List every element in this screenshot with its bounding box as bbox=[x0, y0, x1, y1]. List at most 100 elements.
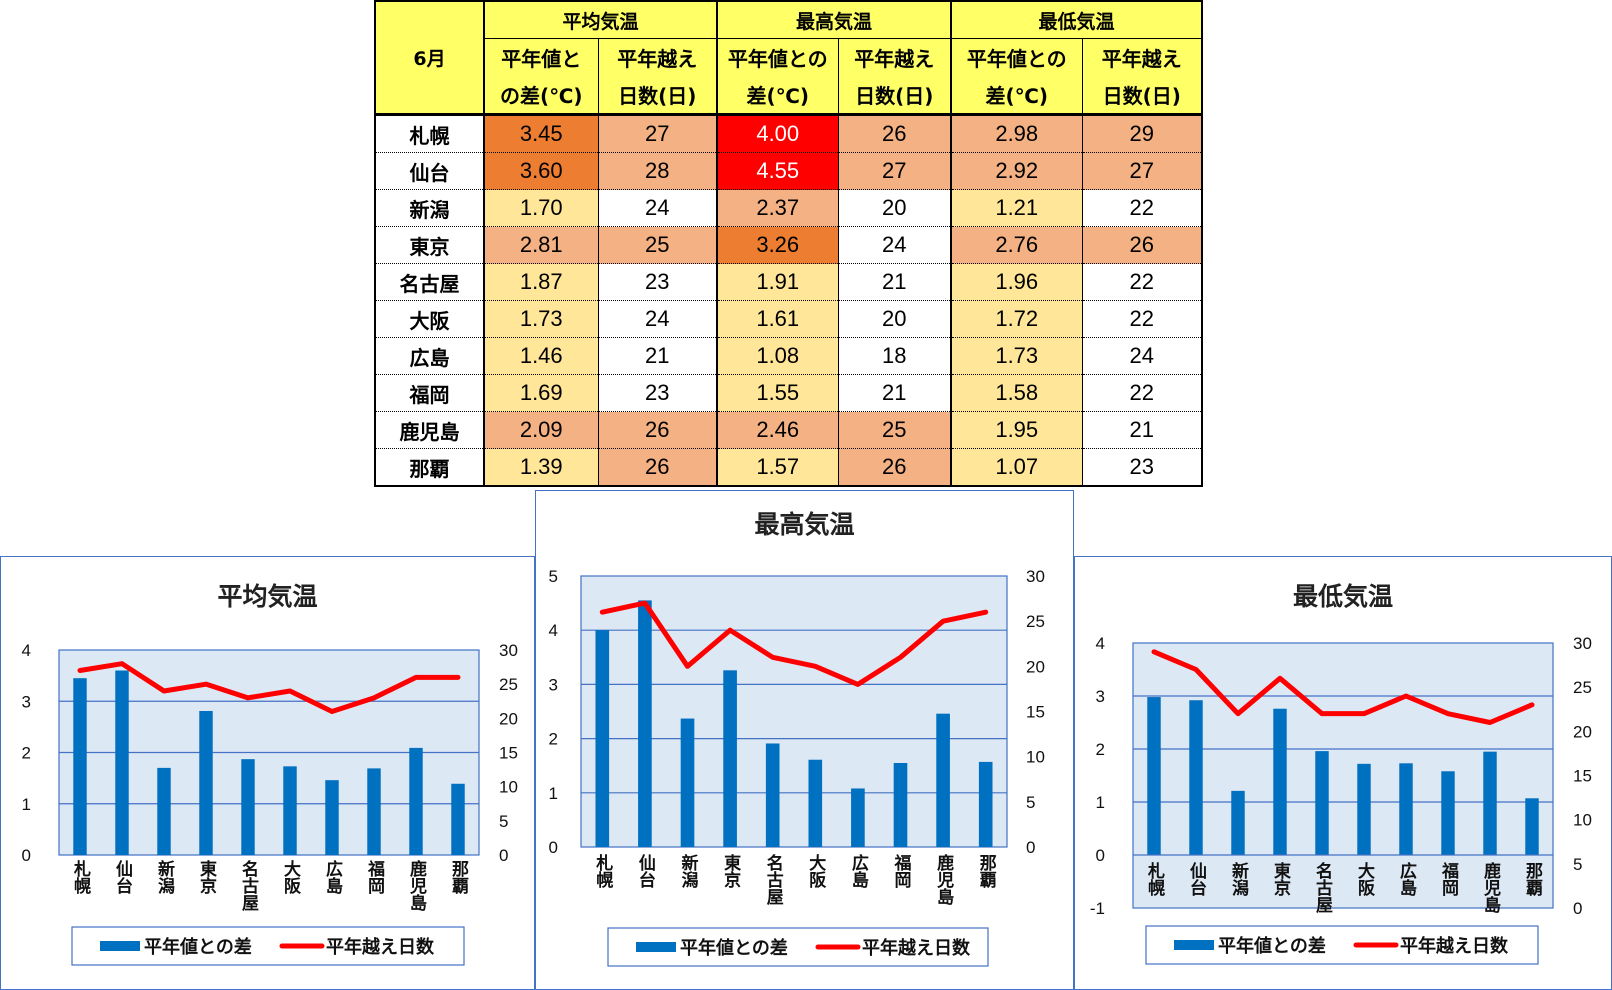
table-cell: 26 bbox=[837, 448, 952, 487]
category-label: 新潟 bbox=[1228, 861, 1249, 897]
category-label: 那覇 bbox=[448, 860, 469, 895]
table-cell: 25 bbox=[837, 411, 952, 449]
table-cell: 22 bbox=[1081, 189, 1203, 227]
chart-max: 最高気温 0 1 2 3 4 5 0 5 10 15 20 25 30 札幌 仙台 新潟 東京 名古屋 大阪 広島 福岡鹿… bbox=[535, 490, 1074, 990]
category-label: 大阪 bbox=[1354, 861, 1375, 897]
y-tick-label: 1 bbox=[1096, 793, 1105, 812]
city-name: 広島 bbox=[374, 337, 485, 375]
category-label: 仙台 bbox=[112, 859, 133, 895]
table-cell: 2.92 bbox=[950, 152, 1083, 190]
y2-tick-label: 20 bbox=[499, 709, 518, 728]
y-tick-label: 0 bbox=[549, 838, 558, 857]
sub-header: 平年値との bbox=[950, 38, 1083, 76]
table-cell: 1.87 bbox=[483, 263, 599, 301]
y2-tick-label: 10 bbox=[499, 778, 518, 797]
legend-bar-swatch bbox=[100, 941, 140, 951]
table-cell: 2.98 bbox=[950, 113, 1083, 153]
table-cell: 23 bbox=[597, 263, 718, 301]
chart-title: 最低気温 bbox=[1293, 582, 1393, 611]
table-cell: 24 bbox=[597, 189, 718, 227]
table-cell: 21 bbox=[837, 263, 952, 301]
category-label: 広島 bbox=[848, 853, 869, 889]
city-name: 福岡 bbox=[374, 374, 485, 412]
table-cell: 2.37 bbox=[716, 189, 839, 227]
table-cell: 1.57 bbox=[716, 448, 839, 487]
legend-bar-label: 平年値との差 bbox=[144, 936, 252, 958]
sub-header: 平年越え bbox=[597, 38, 718, 76]
table-cell: 24 bbox=[1081, 337, 1203, 375]
y2-tick-label: 0 bbox=[1026, 838, 1035, 857]
bar bbox=[851, 788, 865, 847]
category-label: 鹿児島 bbox=[406, 859, 428, 912]
table-cell: 1.58 bbox=[950, 374, 1083, 412]
y2-tick-label: 15 bbox=[499, 744, 518, 763]
sub-header: 日数(日) bbox=[1081, 76, 1203, 116]
bar bbox=[367, 768, 381, 855]
sub-header: 差(℃) bbox=[716, 76, 839, 116]
table-cell: 4.55 bbox=[716, 152, 839, 190]
category-label: 鹿児島 bbox=[933, 853, 955, 906]
table-cell: 23 bbox=[1081, 448, 1203, 487]
category-label: 札幌 bbox=[1144, 861, 1166, 897]
category-label: 札幌 bbox=[592, 853, 614, 889]
city-name: 鹿児島 bbox=[374, 411, 485, 449]
category-label: 仙台 bbox=[635, 853, 656, 889]
bar bbox=[1273, 708, 1287, 855]
category-label: 東京 bbox=[720, 853, 741, 889]
plot-area bbox=[580, 575, 1008, 848]
table-cell: 26 bbox=[597, 448, 718, 487]
legend-line-label: 平年越え日数 bbox=[326, 936, 435, 958]
city-name: 名古屋 bbox=[374, 263, 485, 301]
table-cell: 21 bbox=[1081, 411, 1203, 449]
table-cell: 26 bbox=[597, 411, 718, 449]
y-tick-label: 2 bbox=[1096, 740, 1105, 759]
bar bbox=[241, 759, 255, 855]
table-cell: 4.00 bbox=[716, 113, 839, 153]
category-label: 大阪 bbox=[280, 859, 301, 895]
table-cell: 1.21 bbox=[950, 189, 1083, 227]
bar bbox=[1315, 751, 1329, 855]
table-cell: 1.91 bbox=[716, 263, 839, 301]
table-cell: 1.07 bbox=[950, 448, 1083, 487]
bar bbox=[1357, 763, 1371, 855]
chart-max-svg: 最高気温 0 1 2 3 4 5 0 5 10 15 20 25 30 札幌 仙台 新潟 東京 名古屋 大阪 広島 福岡鹿… bbox=[549, 510, 1045, 967]
table-cell: 24 bbox=[837, 226, 952, 264]
table-cell: 1.72 bbox=[950, 300, 1083, 338]
group-header-avg: 平均気温 bbox=[483, 0, 718, 39]
sub-header: 平年値との bbox=[716, 38, 839, 76]
sub-header: 日数(日) bbox=[837, 76, 952, 116]
sub-header: の差(℃) bbox=[483, 76, 599, 116]
bar bbox=[325, 780, 339, 855]
y-tick-label: 3 bbox=[1096, 687, 1105, 706]
table-cell: 1.70 bbox=[483, 189, 599, 227]
y2-tick-label: 10 bbox=[1573, 811, 1592, 830]
month-label: 6月 bbox=[374, 0, 485, 115]
chart-avg: 平均気温 0 1 2 3 4 0 5 10 15 20 25 30 札幌 仙台 新潟 東京 名古屋 大阪 広島 福岡 鹿児… bbox=[0, 556, 535, 990]
line-series bbox=[599, 600, 989, 687]
bar bbox=[595, 630, 610, 847]
y-tick-label: 3 bbox=[549, 675, 558, 694]
y2-tick-label: 20 bbox=[1026, 657, 1045, 676]
bar bbox=[936, 713, 950, 847]
y-tick-label: 1 bbox=[549, 784, 558, 803]
y2-tick-label: 30 bbox=[499, 641, 518, 660]
table-cell: 1.61 bbox=[716, 300, 839, 338]
group-header-min: 最低気温 bbox=[950, 0, 1203, 39]
y2-tick-label: 0 bbox=[499, 846, 508, 865]
category-label: 新潟 bbox=[678, 853, 699, 889]
sub-header: 平年越え bbox=[837, 38, 952, 76]
category-label: 名古屋 bbox=[238, 859, 259, 912]
category-label: 鹿児島 bbox=[1480, 861, 1502, 914]
legend-bar-swatch bbox=[636, 942, 676, 952]
bar bbox=[451, 783, 465, 855]
bar bbox=[283, 766, 297, 855]
city-name: 東京 bbox=[374, 226, 485, 264]
bar bbox=[1399, 763, 1413, 855]
table-cell: 3.45 bbox=[483, 113, 599, 153]
chart-title: 平均気温 bbox=[217, 582, 317, 611]
y-tick-label: 4 bbox=[549, 621, 558, 640]
table-cell: 21 bbox=[837, 374, 952, 412]
city-name: 仙台 bbox=[374, 152, 485, 190]
table-cell: 29 bbox=[1081, 113, 1203, 153]
y-tick-label: 0 bbox=[22, 846, 31, 865]
